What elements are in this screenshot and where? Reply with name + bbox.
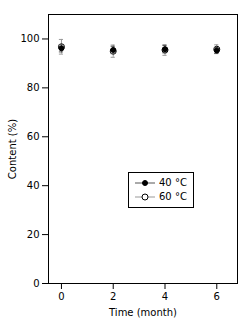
svg-text:Content (%): Content (%) bbox=[7, 119, 18, 179]
svg-text:0: 0 bbox=[58, 291, 64, 302]
html-text:60 °C: 60 °C bbox=[159, 191, 187, 202]
svg-text:80: 80 bbox=[27, 82, 40, 93]
svg-text:100: 100 bbox=[20, 33, 39, 44]
html-text:40 °C: 40 °C bbox=[159, 177, 187, 188]
svg-text:40: 40 bbox=[27, 180, 40, 191]
svg-text:2: 2 bbox=[110, 291, 116, 302]
svg-text:6: 6 bbox=[214, 291, 220, 302]
svg-text:0: 0 bbox=[33, 278, 39, 289]
svg-text:20: 20 bbox=[27, 229, 40, 240]
svg-text:60: 60 bbox=[27, 131, 40, 142]
svg-text:Time (month): Time (month) bbox=[108, 307, 177, 318]
svg-text:4: 4 bbox=[162, 291, 168, 302]
